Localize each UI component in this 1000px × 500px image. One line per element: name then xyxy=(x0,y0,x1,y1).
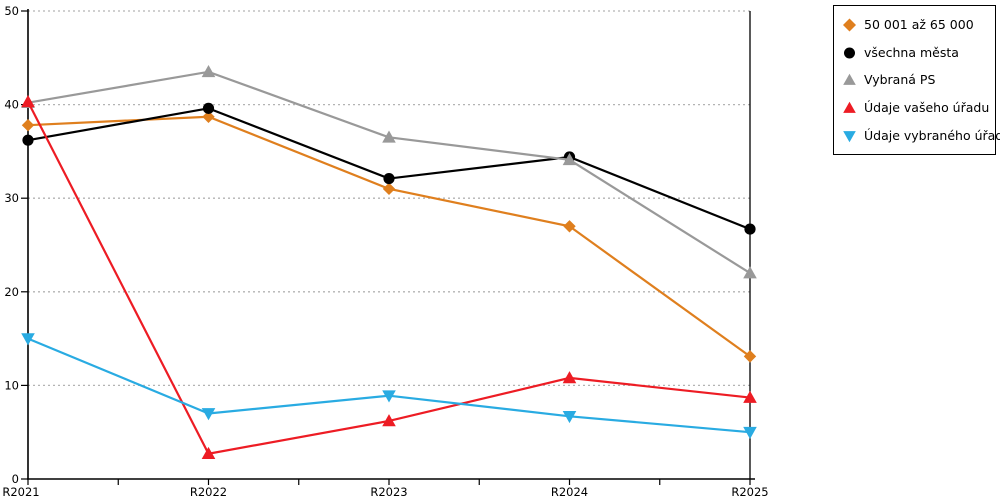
data-point xyxy=(743,426,757,439)
data-point xyxy=(201,408,216,421)
x-tick-label: R2025 xyxy=(731,485,768,499)
data-point xyxy=(743,390,757,403)
legend-label: Údaje vybraného úřadu xyxy=(864,127,1000,143)
y-tick-label: 40 xyxy=(4,98,19,112)
legend-item: Údaje vybraného úřadu xyxy=(842,128,1000,143)
legend: 50 001 až 65 000 všechna města Vybraná P… xyxy=(833,5,1000,155)
y-tick-label: 50 xyxy=(4,4,19,18)
legend-label: Údaje vašeho úřadu xyxy=(864,100,990,116)
data-point xyxy=(21,94,35,108)
data-point xyxy=(743,350,757,363)
circle-glyph xyxy=(844,47,855,59)
data-point xyxy=(382,390,396,403)
data-point xyxy=(382,414,396,427)
y-tick-label: 30 xyxy=(4,191,19,205)
triangle-up-glyph xyxy=(843,101,856,113)
legend-item: všechna města xyxy=(842,45,987,60)
data-point xyxy=(382,130,396,143)
triangle-down-marker-icon xyxy=(843,130,856,142)
data-point xyxy=(562,410,577,424)
data-point xyxy=(563,220,576,233)
diamond-marker-icon xyxy=(843,18,856,32)
legend-item: Vybraná PS xyxy=(842,72,987,87)
triangle-up-marker-icon xyxy=(843,74,856,86)
legend-item: Údaje vašeho úřadu xyxy=(842,100,990,116)
data-point xyxy=(21,118,35,132)
y-tick-label: 10 xyxy=(4,378,19,392)
series-line xyxy=(27,70,751,275)
data-point xyxy=(743,266,757,279)
y-tick-label: 20 xyxy=(4,285,19,299)
series-line xyxy=(27,115,751,358)
data-point xyxy=(744,223,756,235)
legend-label: 50 001 až 65 000 xyxy=(864,17,974,33)
triangle-up-marker-icon xyxy=(843,101,856,113)
data-point xyxy=(201,65,216,78)
legend-label: všechna města xyxy=(864,44,959,60)
data-point xyxy=(21,333,35,346)
data-point xyxy=(562,153,577,166)
series-line xyxy=(27,107,751,231)
data-point xyxy=(383,172,395,185)
data-point xyxy=(382,182,396,196)
legend-label: Vybraná PS xyxy=(864,72,936,88)
x-tick-label: R2021 xyxy=(2,485,39,499)
x-tick-label: R2023 xyxy=(370,485,407,499)
y-tick-label: 0 xyxy=(12,472,19,486)
data-point xyxy=(202,110,215,123)
circle-marker-icon xyxy=(844,47,855,59)
data-point xyxy=(562,371,577,384)
legend-item: 50 001 až 65 000 xyxy=(842,17,987,32)
triangle-down-glyph xyxy=(843,130,856,142)
data-point xyxy=(201,446,216,460)
x-tick-label: R2022 xyxy=(190,485,227,499)
triangle-up-glyph xyxy=(843,74,856,86)
diamond-glyph xyxy=(843,18,856,32)
x-tick-label: R2024 xyxy=(551,485,588,499)
data-point xyxy=(22,134,34,146)
data-point xyxy=(202,102,215,114)
